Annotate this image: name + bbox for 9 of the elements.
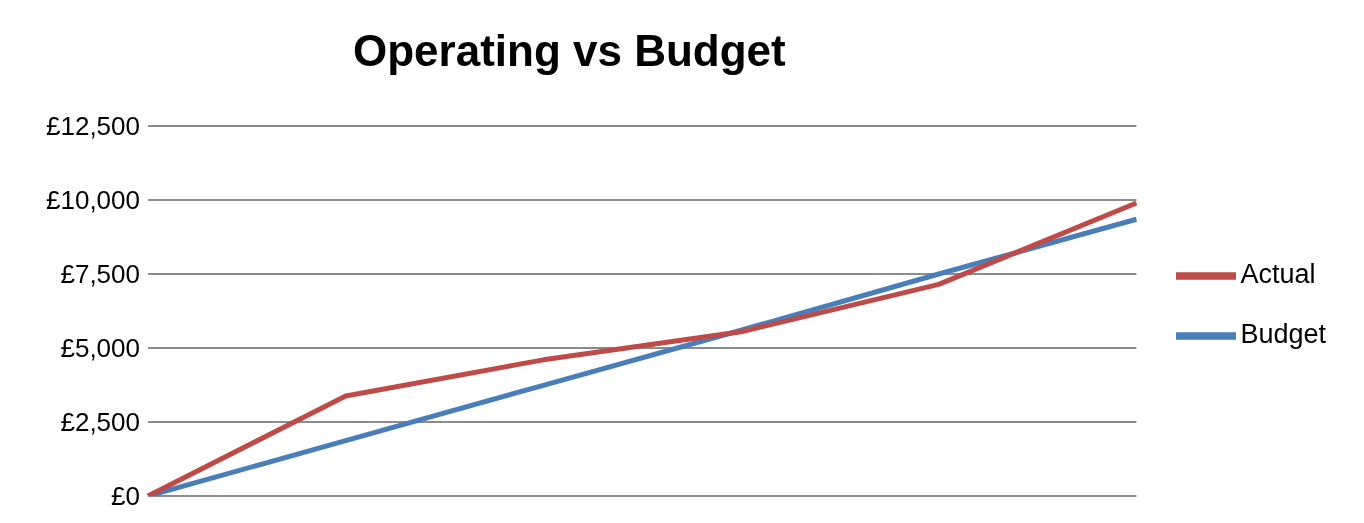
y-tick-label: £7,500: [60, 259, 140, 290]
y-tick-label: £12,500: [46, 111, 140, 142]
chart-title: Operating vs Budget: [352, 25, 787, 77]
y-tick-label: £10,000: [46, 185, 140, 216]
y-tick-label: £2,500: [60, 407, 140, 438]
legend-label: Budget: [1240, 319, 1326, 350]
legend-label: Actual: [1240, 259, 1316, 290]
y-tick-label: £5,000: [60, 333, 140, 364]
y-tick-label: £0: [111, 481, 140, 512]
